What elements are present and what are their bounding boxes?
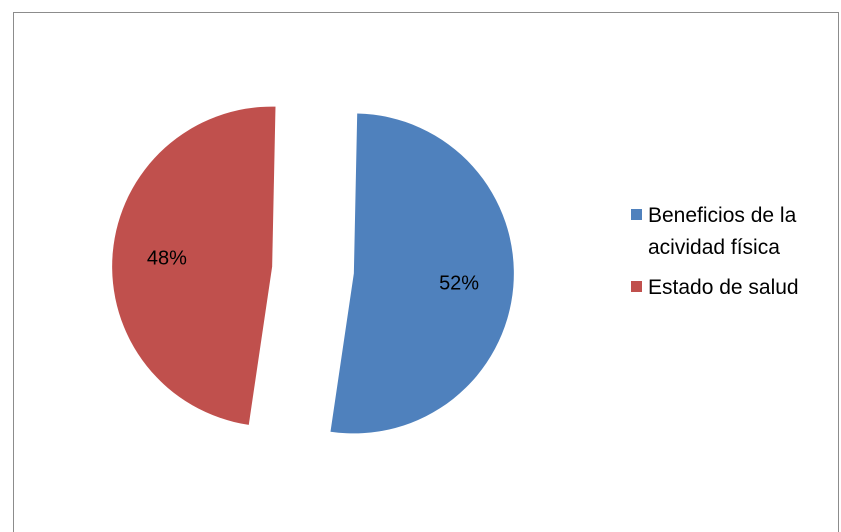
data-label-0: 52% (439, 272, 479, 294)
legend-label-estado: Estado de salud (648, 276, 799, 299)
legend-label-beneficios: Beneficios de la acividad física (648, 204, 797, 259)
pie-slice-0 (330, 113, 514, 434)
legend-swatch-beneficios (631, 209, 642, 220)
legend: Beneficios de la acividad física Estado … (631, 200, 836, 312)
pie-slice-1 (112, 106, 276, 425)
legend-item-estado: Estado de salud (631, 272, 836, 304)
legend-item-beneficios: Beneficios de la acividad física (631, 200, 836, 264)
legend-swatch-estado (631, 281, 642, 292)
data-label-1: 48% (147, 248, 187, 270)
